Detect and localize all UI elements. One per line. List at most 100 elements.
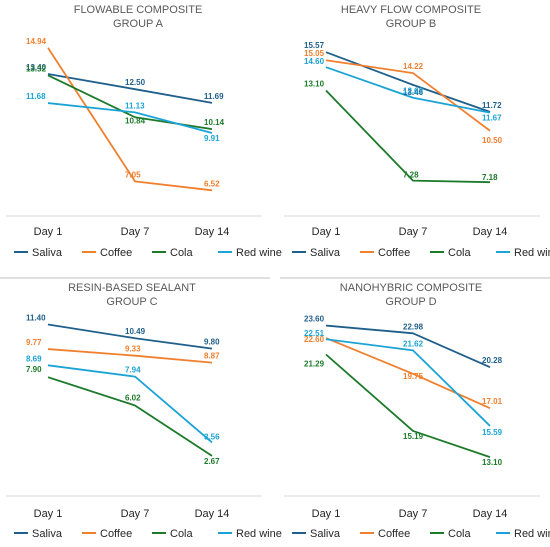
legend-label-red-wine: Red wine xyxy=(236,247,282,259)
data-label-saliva: 13.40 xyxy=(26,63,47,72)
x-tick-label: Day 14 xyxy=(195,226,230,238)
chart-subtitle: GROUP D xyxy=(385,296,436,308)
data-label-coffee: 9.33 xyxy=(125,345,141,354)
data-label-cola: 10.84 xyxy=(125,116,146,125)
data-label-saliva: 15.57 xyxy=(304,41,325,50)
series-line-red-wine xyxy=(47,364,213,444)
series-line-coffee xyxy=(47,47,213,192)
chart-subtitle: GROUP A xyxy=(113,18,164,30)
x-tick-label: Day 14 xyxy=(473,226,508,238)
series-line-cola xyxy=(325,89,491,184)
data-label-coffee: 17.01 xyxy=(482,397,503,406)
data-label-saliva: 11.40 xyxy=(26,314,46,323)
data-label-red-wine: 8.69 xyxy=(26,354,42,363)
chart-title: FLOWABLE COMPOSITE xyxy=(74,4,203,16)
data-label-coffee: 14.94 xyxy=(26,37,47,46)
data-label-red-wine: 9.91 xyxy=(204,134,220,143)
data-label-saliva: 13.46 xyxy=(403,88,424,97)
x-tick-label: Day 1 xyxy=(34,508,63,520)
data-label-coffee: 9.77 xyxy=(26,338,42,347)
legend-label-saliva: Saliva xyxy=(32,247,63,259)
x-tick-label: Day 1 xyxy=(312,226,341,238)
data-label-red-wine: 14.60 xyxy=(304,57,325,66)
legend-label-cola: Cola xyxy=(448,528,472,540)
x-tick-label: Day 7 xyxy=(399,508,428,520)
series-line-cola xyxy=(325,353,491,458)
data-label-coffee: 22.60 xyxy=(304,335,325,344)
legend-label-saliva: Saliva xyxy=(310,528,341,540)
data-label-coffee: 19.75 xyxy=(403,372,424,381)
chart-subtitle: GROUP C xyxy=(106,296,157,308)
series-line-saliva xyxy=(47,73,213,104)
data-label-red-wine: 11.13 xyxy=(125,101,145,110)
data-label-cola: 13.10 xyxy=(304,79,325,88)
chart-title: NANOHYBRIC COMPOSITE xyxy=(340,282,482,294)
data-label-saliva: 12.50 xyxy=(125,78,146,87)
legend-label-cola: Cola xyxy=(448,247,472,259)
chart-subtitle: GROUP B xyxy=(386,18,437,30)
data-label-saliva: 23.60 xyxy=(304,315,325,324)
x-tick-label: Day 7 xyxy=(121,508,150,520)
series-line-coffee xyxy=(325,337,491,409)
data-label-red-wine: 3.56 xyxy=(204,432,220,441)
legend-label-cola: Cola xyxy=(170,528,194,540)
data-label-cola: 7.28 xyxy=(403,171,419,180)
data-label-red-wine: 11.68 xyxy=(26,92,46,101)
series-line-coffee xyxy=(47,348,213,364)
data-label-red-wine: 22.51 xyxy=(304,329,325,338)
series-line-cola xyxy=(47,376,213,457)
data-label-red-wine: 7.94 xyxy=(125,366,141,375)
series-line-cola xyxy=(47,74,213,130)
data-label-saliva: 20.28 xyxy=(482,356,503,365)
series-line-saliva xyxy=(325,324,491,368)
series-line-red-wine xyxy=(325,66,491,114)
data-label-cola: 21.29 xyxy=(304,359,325,368)
legend-label-coffee: Coffee xyxy=(100,528,132,540)
legend-label-saliva: Saliva xyxy=(310,247,341,259)
x-tick-label: Day 7 xyxy=(121,226,150,238)
data-label-coffee: 7.05 xyxy=(125,170,141,179)
data-label-cola: 7.90 xyxy=(26,365,42,374)
x-tick-label: Day 1 xyxy=(312,508,341,520)
legend-label-coffee: Coffee xyxy=(378,528,410,540)
chart-title: RESIN-BASED SEALANT xyxy=(68,282,196,294)
data-label-red-wine: 11.67 xyxy=(482,114,502,123)
series-line-saliva xyxy=(47,323,213,350)
data-label-red-wine: 15.59 xyxy=(482,428,503,437)
data-label-coffee: 15.05 xyxy=(304,49,325,58)
x-tick-label: Day 14 xyxy=(195,508,230,520)
legend-label-cola: Cola xyxy=(170,247,194,259)
x-tick-label: Day 1 xyxy=(34,226,63,238)
data-label-saliva: 22.98 xyxy=(403,322,424,331)
series-line-coffee xyxy=(325,59,491,132)
data-label-saliva: 11.69 xyxy=(204,92,224,101)
data-label-cola: 13.32 xyxy=(26,64,47,73)
data-label-cola: 7.18 xyxy=(482,173,498,182)
x-tick-label: Day 14 xyxy=(473,508,508,520)
legend-label-coffee: Coffee xyxy=(378,247,410,259)
data-label-coffee: 14.22 xyxy=(403,62,424,71)
data-label-coffee: 10.50 xyxy=(482,136,503,145)
data-label-saliva: 11.72 xyxy=(482,101,502,110)
series-line-saliva xyxy=(325,51,491,113)
data-label-cola: 15.19 xyxy=(403,432,424,441)
data-label-cola: 6.02 xyxy=(125,393,141,402)
legend-label-saliva: Saliva xyxy=(32,528,63,540)
legend-label-red-wine: Red wine xyxy=(236,528,282,540)
data-label-red-wine: 21.62 xyxy=(403,339,424,348)
legend-label-coffee: Coffee xyxy=(100,247,132,259)
series-line-red-wine xyxy=(47,102,213,134)
data-label-saliva: 10.49 xyxy=(125,327,146,336)
data-label-cola: 13.10 xyxy=(482,458,503,467)
data-label-saliva: 9.80 xyxy=(204,338,220,347)
data-label-coffee: 6.52 xyxy=(204,179,220,188)
series-line-red-wine xyxy=(325,338,491,427)
data-label-cola: 2.67 xyxy=(204,457,220,466)
legend-label-red-wine: Red wine xyxy=(514,528,550,540)
x-tick-label: Day 7 xyxy=(399,226,428,238)
data-label-red-wine: 12.63 xyxy=(403,87,424,96)
legend-label-red-wine: Red wine xyxy=(514,247,550,259)
data-label-cola: 10.14 xyxy=(204,118,225,127)
chart-title: HEAVY FLOW COMPOSITE xyxy=(341,4,481,16)
